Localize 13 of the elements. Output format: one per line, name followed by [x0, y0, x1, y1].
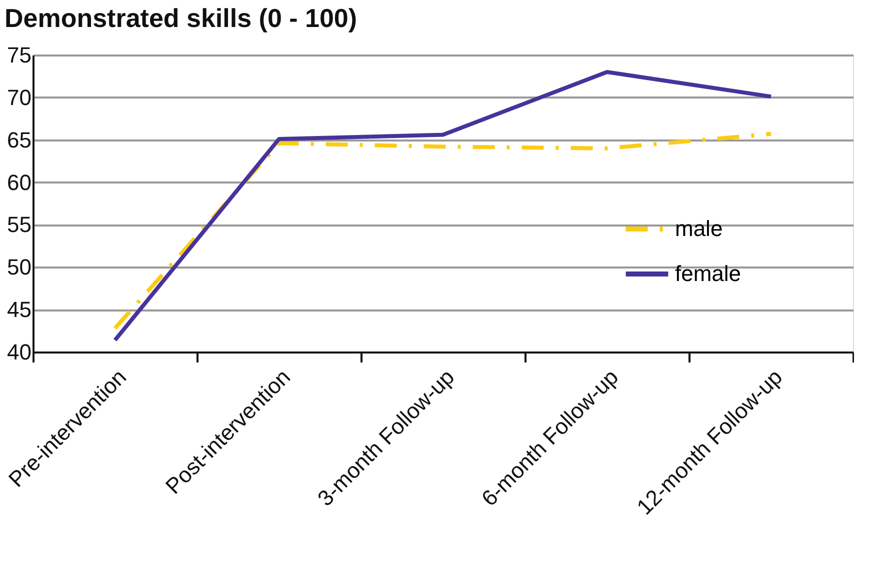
legend-label: female — [675, 261, 742, 286]
y-tick-label: 70 — [7, 84, 32, 110]
y-tick-label: 55 — [7, 212, 32, 238]
line-series — [113, 70, 773, 342]
chart-title: Demonstrated skills (0 - 100) — [4, 3, 358, 33]
legend-label: male — [675, 216, 723, 241]
y-tick-label: 50 — [7, 254, 32, 280]
y-tick-label: 40 — [7, 340, 32, 364]
y-tick-label: 75 — [7, 42, 32, 68]
y-tick-label: 65 — [7, 127, 32, 152]
y-tick-label: 60 — [7, 170, 32, 195]
y-tick-label: 45 — [7, 297, 32, 322]
line-series — [113, 132, 773, 330]
